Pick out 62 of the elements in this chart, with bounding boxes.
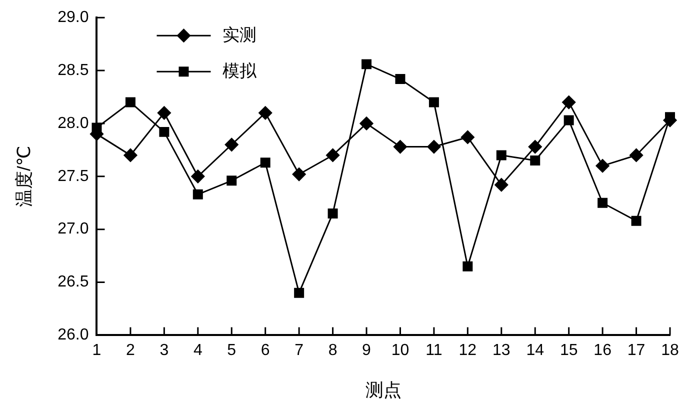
y-axis-title: 温度/℃ xyxy=(14,146,34,208)
point xyxy=(460,130,474,144)
x-tick-label: 12 xyxy=(458,342,477,360)
y-tick-label: 28.0 xyxy=(58,114,89,132)
point xyxy=(292,168,306,182)
x-tick-label: 4 xyxy=(193,342,202,360)
point xyxy=(360,116,374,130)
x-tick-label: 3 xyxy=(160,342,169,360)
x-tick-label: 18 xyxy=(661,342,679,360)
y-tick-label: 29.0 xyxy=(58,9,89,26)
point xyxy=(494,178,508,192)
point xyxy=(258,106,272,120)
point xyxy=(496,150,506,160)
legend-label: 实测 xyxy=(222,25,257,44)
point xyxy=(362,59,372,70)
point xyxy=(598,198,608,208)
x-tick-label: 7 xyxy=(294,342,304,360)
point xyxy=(393,140,407,154)
point xyxy=(428,97,439,108)
x-tick-label: 10 xyxy=(391,342,410,360)
y-tick-label: 27.0 xyxy=(58,220,89,238)
x-tick-label: 8 xyxy=(328,342,338,360)
point xyxy=(631,216,642,226)
point xyxy=(260,158,270,168)
y-tick-label: 26.0 xyxy=(58,326,89,344)
point xyxy=(294,288,304,298)
point xyxy=(125,97,136,108)
x-tick-label: 15 xyxy=(560,342,578,360)
x-tick-label: 9 xyxy=(362,342,372,360)
point xyxy=(596,159,610,173)
point xyxy=(92,122,102,133)
x-tick-label: 5 xyxy=(227,342,236,360)
y-tick-label: 28.5 xyxy=(58,62,89,79)
point xyxy=(124,148,138,162)
point xyxy=(395,74,406,84)
point xyxy=(326,148,340,162)
point xyxy=(157,106,171,120)
point xyxy=(462,261,473,272)
x-tick-label: 1 xyxy=(92,342,102,360)
x-tick-label: 6 xyxy=(260,342,270,360)
point xyxy=(630,148,644,162)
point xyxy=(564,115,574,126)
legend-label: 模拟 xyxy=(222,61,258,80)
point xyxy=(192,189,203,200)
x-tick-label: 11 xyxy=(426,342,442,360)
point xyxy=(224,138,238,152)
point xyxy=(328,208,338,218)
point xyxy=(226,176,237,186)
point xyxy=(528,140,542,154)
point xyxy=(159,126,170,137)
point xyxy=(530,156,540,166)
y-tick-label: 26.5 xyxy=(58,274,89,291)
x-tick-label: 14 xyxy=(526,342,544,360)
point xyxy=(191,170,205,184)
point xyxy=(427,140,441,154)
x-tick-label: 16 xyxy=(594,342,612,360)
point xyxy=(562,96,576,110)
x-tick-label: 13 xyxy=(492,342,510,360)
x-axis-title: 测点 xyxy=(365,380,402,400)
x-tick-label: 2 xyxy=(126,342,136,360)
y-tick-label: 27.5 xyxy=(58,168,89,185)
x-tick-label: 17 xyxy=(627,342,646,360)
